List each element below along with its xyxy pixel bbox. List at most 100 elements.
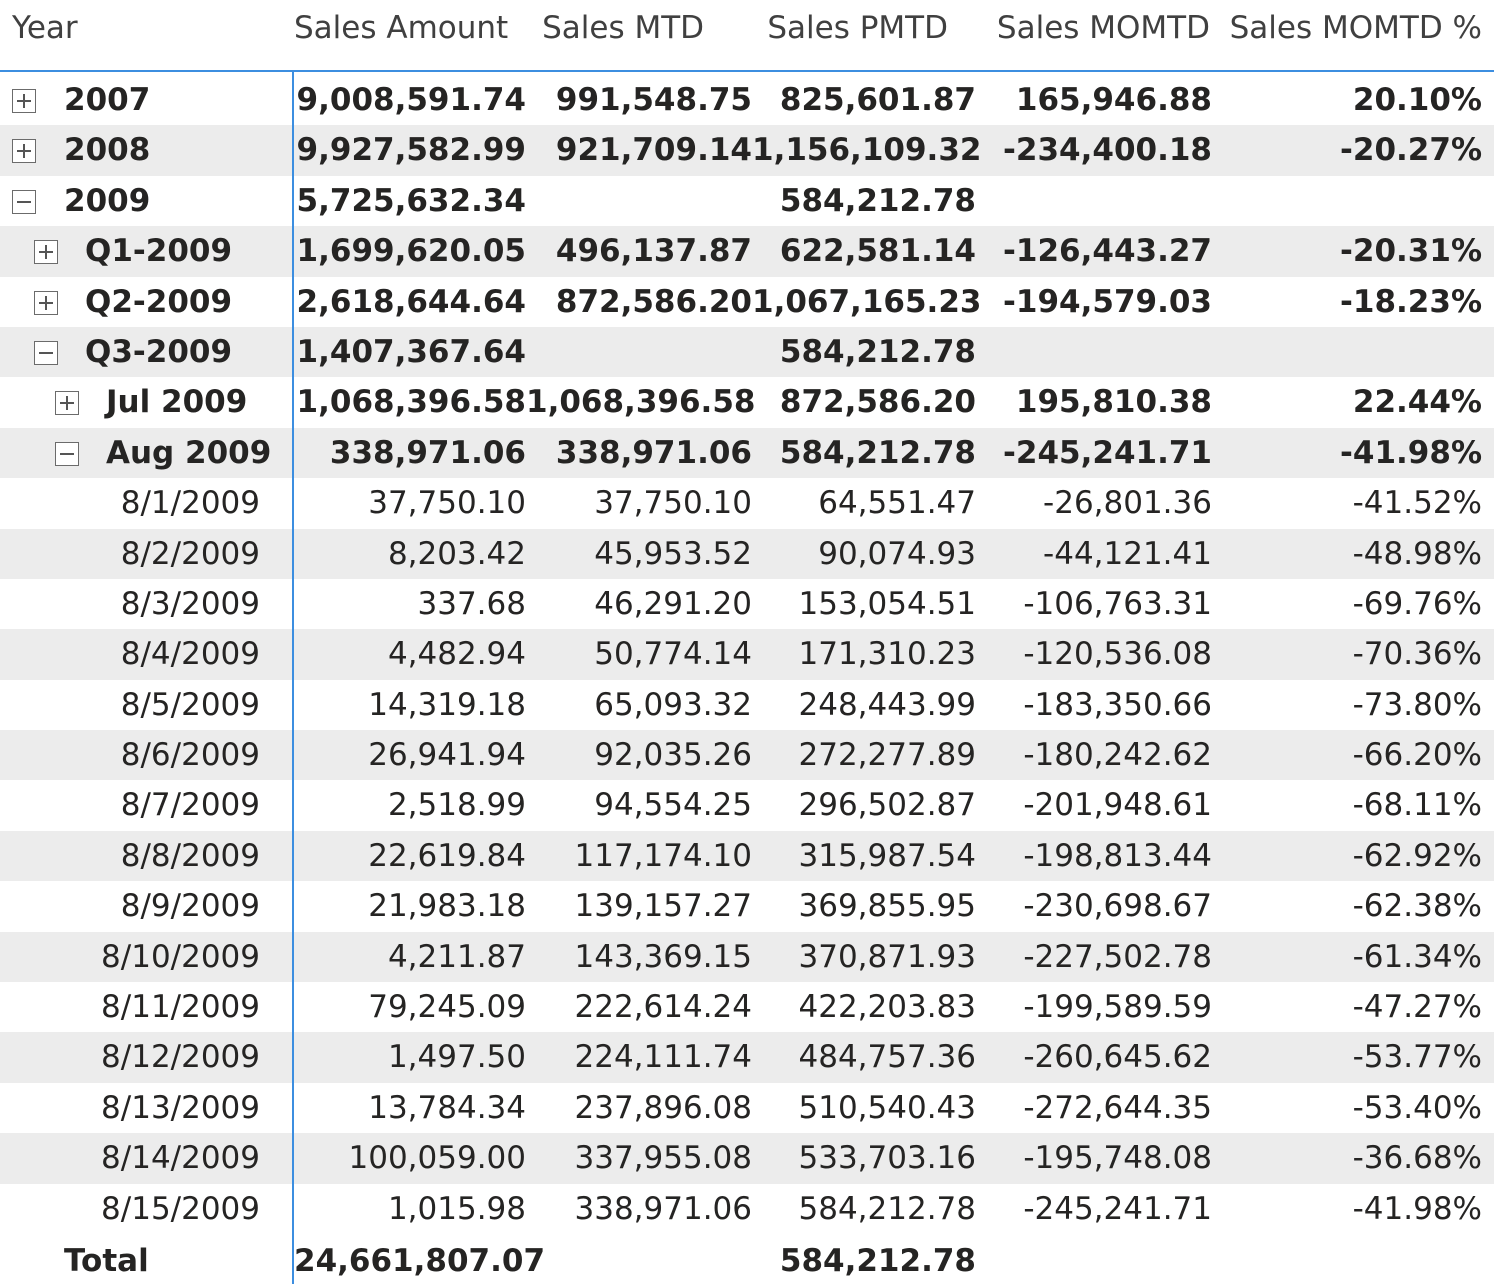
row-header: 8/8/2009 [0, 831, 290, 881]
row-label: Jul 2009 [106, 384, 248, 421]
cell-sales-momtd-pct: -68.11% [1352, 787, 1482, 824]
header-sales-mtd[interactable]: Sales MTD [542, 10, 704, 46]
table-row: 8/12/2009 1,497.50 224,111.74 484,757.36 -26… [0, 1032, 1494, 1083]
matrix-body: 2007 9,008,591.74 991,548.75 825,601.87 165,… [0, 75, 1494, 1234]
cell-sales-amount: 8,203.42 [387, 535, 526, 572]
cell-sales-momtd-pct: -53.77% [1352, 1039, 1482, 1076]
cell-sales-amount: 9,927,582.99 [296, 132, 526, 169]
row-label: 2009 [64, 182, 151, 219]
header-sales-momtd-pct[interactable]: Sales MOMTD % [1229, 10, 1482, 46]
table-row: 8/1/2009 37,750.10 37,750.10 64,551.47 -26,8… [0, 478, 1494, 528]
cell-sales-amount: 5,725,632.34 [296, 182, 526, 219]
cell-sales-momtd-pct: -61.34% [1352, 938, 1482, 975]
cell-sales-momtd-pct: -36.68% [1352, 1140, 1482, 1177]
row-header: 8/5/2009 [0, 680, 290, 730]
expand-icon[interactable] [55, 391, 79, 416]
cell-sales-amount: 2,518.99 [387, 787, 526, 824]
cell-sales-momtd-pct: -70.36% [1352, 636, 1482, 673]
cell-sales-pmtd: 584,212.78 [779, 182, 976, 219]
row-header: 8/14/2009 [0, 1133, 290, 1183]
expand-icon[interactable] [34, 240, 58, 265]
cell-sales-amount: 13,784.34 [368, 1089, 526, 1126]
row-header: 8/2/2009 [0, 529, 290, 579]
cell-sales-pmtd: 584,212.78 [798, 1190, 977, 1227]
row-header: Aug 2009 [0, 428, 290, 478]
cell-sales-momtd-pct: -53.40% [1352, 1089, 1482, 1126]
header-year[interactable]: Year [12, 10, 78, 46]
cell-sales-amount: 37,750.10 [368, 485, 526, 522]
row-header: 8/7/2009 [0, 780, 290, 830]
row-label: 8/2/2009 [120, 535, 260, 572]
cell-sales-mtd: 991,548.75 [555, 82, 752, 118]
cell-sales-momtd: 165,946.88 [1015, 82, 1212, 118]
total-sales-amount: 24,661,807.07 [294, 1243, 546, 1279]
cell-sales-amount: 1,497.50 [387, 1039, 526, 1076]
row-label: 8/3/2009 [120, 585, 260, 622]
cell-sales-mtd: 872,586.20 [555, 283, 752, 320]
cell-sales-pmtd: 296,502.87 [798, 787, 977, 824]
cell-sales-mtd [526, 327, 752, 377]
row-label: 8/4/2009 [120, 636, 260, 673]
row-header: 8/3/2009 [0, 579, 290, 629]
cell-sales-mtd: 496,137.87 [555, 233, 752, 270]
cell-sales-momtd: -180,242.62 [1023, 737, 1212, 774]
cell-sales-pmtd: 533,703.16 [798, 1140, 977, 1177]
cell-sales-amount: 1,068,396.58 [296, 384, 526, 421]
cell-sales-amount: 338,971.06 [329, 434, 526, 471]
row-header: 8/10/2009 [0, 932, 290, 982]
cell-sales-momtd: -201,948.61 [1023, 787, 1212, 824]
total-sales-momtd-pct [1222, 1236, 1482, 1286]
cell-sales-mtd: 50,774.14 [594, 636, 752, 673]
cell-sales-momtd-pct: -18.23% [1340, 283, 1482, 320]
cell-sales-pmtd: 825,601.87 [779, 82, 976, 118]
row-header: Jul 2009 [0, 377, 290, 427]
cell-sales-amount: 14,319.18 [368, 686, 526, 723]
cell-sales-amount: 1,015.98 [387, 1190, 526, 1227]
cell-sales-momtd: -120,536.08 [1023, 636, 1212, 673]
cell-sales-momtd [986, 176, 1212, 226]
table-row: Aug 2009 338,971.06 338,971.06 584,212.78 -2… [0, 427, 1494, 479]
cell-sales-momtd-pct: -47.27% [1352, 989, 1482, 1026]
cell-sales-mtd: 143,369.15 [574, 938, 753, 975]
cell-sales-mtd: 37,750.10 [594, 485, 752, 522]
cell-sales-mtd: 94,554.25 [594, 787, 752, 824]
cell-sales-amount: 79,245.09 [368, 989, 526, 1026]
expand-icon[interactable] [34, 290, 58, 315]
row-label: 2007 [64, 82, 151, 118]
collapse-icon[interactable] [34, 340, 58, 365]
header-sales-momtd[interactable]: Sales MOMTD [996, 10, 1210, 46]
collapse-icon[interactable] [55, 441, 79, 466]
cell-sales-mtd: 338,971.06 [574, 1190, 753, 1227]
row-label: 8/11/2009 [101, 989, 260, 1026]
row-label: 8/15/2009 [101, 1190, 260, 1227]
table-row: 8/4/2009 4,482.94 50,774.14 171,310.23 -120,… [0, 629, 1494, 680]
row-label: Aug 2009 [106, 434, 272, 471]
cell-sales-mtd: 65,093.32 [594, 686, 752, 723]
cell-sales-amount: 2,618,644.64 [296, 283, 526, 320]
cell-sales-mtd: 139,157.27 [574, 888, 753, 925]
cell-sales-momtd-pct: -69.76% [1352, 585, 1482, 622]
header-sales-pmtd[interactable]: Sales PMTD [767, 10, 948, 46]
header-sales-amount[interactable]: Sales Amount [294, 10, 509, 46]
cell-sales-momtd: -245,241.71 [1023, 1190, 1212, 1227]
row-label: Q2-2009 [85, 283, 233, 320]
cell-sales-momtd: -183,350.66 [1023, 686, 1212, 723]
row-label: Q3-2009 [85, 333, 233, 370]
expand-icon[interactable] [12, 89, 36, 113]
row-header: 8/12/2009 [0, 1032, 290, 1082]
expand-icon[interactable] [12, 139, 36, 164]
cell-sales-pmtd: 584,212.78 [779, 434, 976, 471]
cell-sales-mtd: 338,971.06 [555, 434, 752, 471]
row-header: 8/9/2009 [0, 881, 290, 931]
cell-sales-momtd: -199,589.59 [1023, 989, 1212, 1026]
cell-sales-amount: 9,008,591.74 [296, 82, 526, 118]
table-row: 2008 9,927,582.99 921,709.14 1,156,109.32 -2… [0, 125, 1494, 176]
table-row: 8/7/2009 2,518.99 94,554.25 296,502.87 -201,… [0, 780, 1494, 830]
collapse-icon[interactable] [12, 189, 36, 214]
row-label: 8/14/2009 [101, 1140, 260, 1177]
row-header: 8/4/2009 [0, 629, 290, 679]
cell-sales-amount: 100,059.00 [348, 1140, 527, 1177]
table-row: 8/10/2009 4,211.87 143,369.15 370,871.93 -22… [0, 931, 1494, 983]
cell-sales-momtd: -44,121.41 [1043, 535, 1212, 572]
cell-sales-amount: 21,983.18 [368, 888, 526, 925]
